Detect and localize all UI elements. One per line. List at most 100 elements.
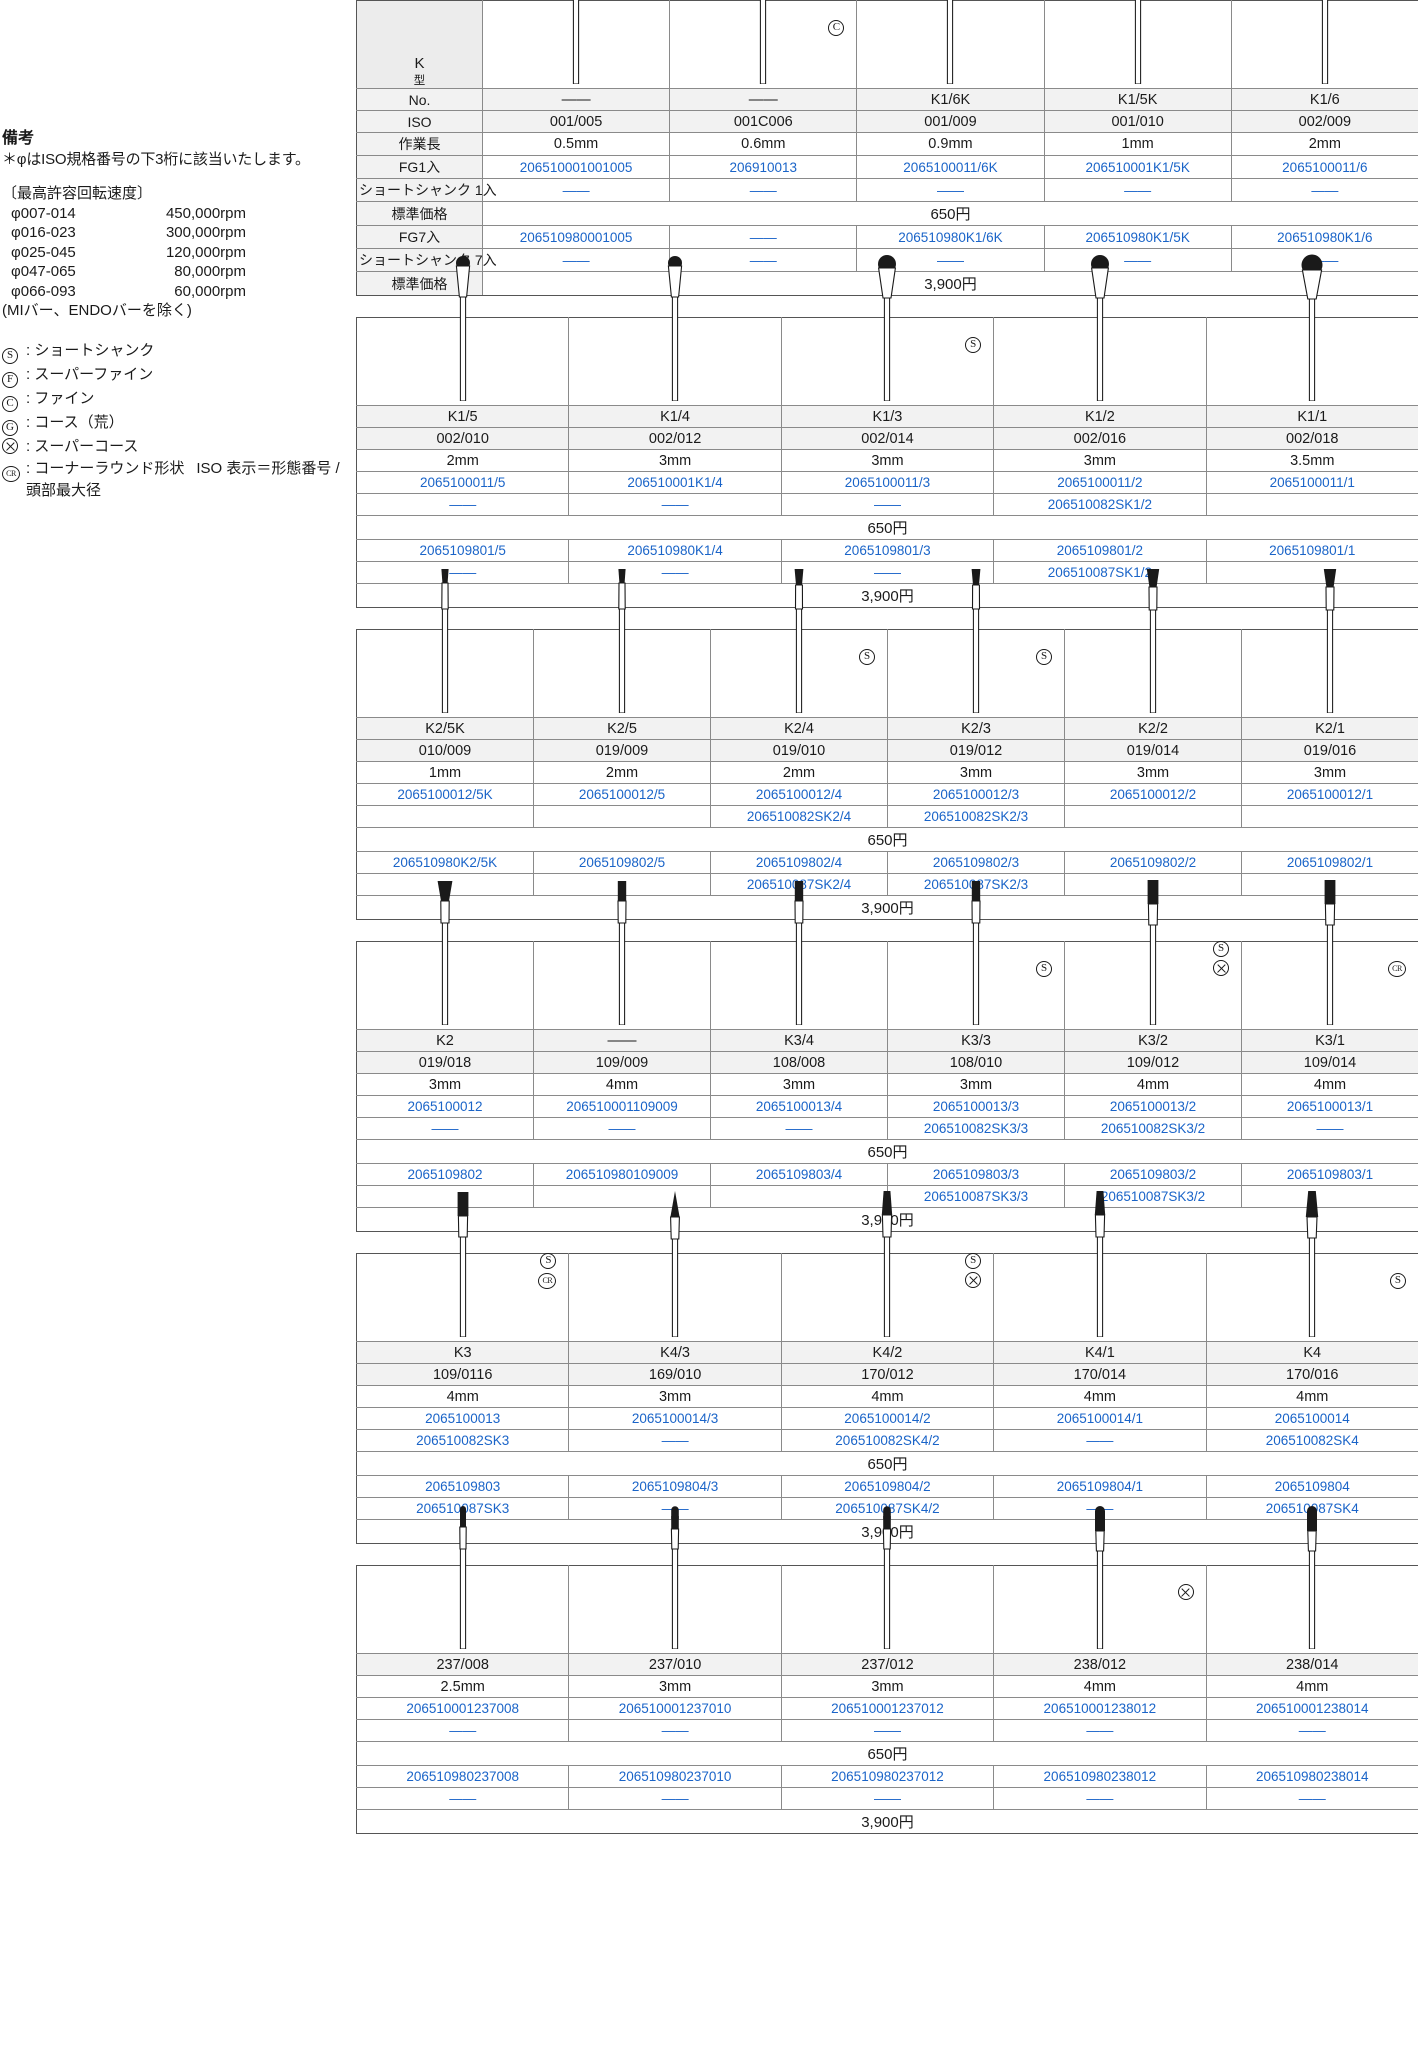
cell-no: ―― [669, 88, 858, 111]
speed-diameter: φ007-014 [11, 204, 76, 222]
bur-illustration-flat-cyl-lg [1307, 875, 1353, 1029]
legend-symbol: C [2, 388, 26, 413]
cell-no: K1/3 [780, 405, 995, 428]
k-type-letter: K [414, 55, 425, 72]
cell-fg7: ―― [669, 225, 858, 249]
bur-figure-cell [993, 1191, 1207, 1342]
price-value: 650円 [356, 1741, 1418, 1766]
bur-illustration-invcone-wide [422, 875, 468, 1029]
bur-badge [1213, 960, 1229, 977]
cell-fg7: 206510980237012 [780, 1765, 995, 1788]
row-short7: ―― ―― ―― 206510087SK1/2 [355, 561, 1418, 584]
bur-figure-cell: CR S [355, 1192, 570, 1342]
legend-item: CR: コーナーラウンド形状 ISO 表示＝形態番号 / 頭部最大径 [2, 458, 350, 502]
cell-iso: 019/014 [1064, 739, 1242, 762]
cell-fg1: 2065100011/2 [993, 471, 1207, 494]
cell-fg7: 2065109801/5 [355, 539, 570, 562]
cell-no: K1/5K [1043, 88, 1232, 111]
bur-figure: S [888, 569, 1064, 717]
cell-len: 3mm [780, 449, 995, 472]
bur-figure: S [782, 255, 993, 405]
cell-short1: ―― [856, 178, 1045, 202]
cell-no: K3/1 [1241, 1029, 1418, 1052]
cell-short1: ―― [568, 1719, 782, 1742]
cell-fg1: 206510001109009 [533, 1095, 711, 1118]
cell-fg7: 206510980K1/5K [1043, 225, 1232, 249]
cell-len: 1mm [1043, 132, 1232, 156]
short-shank-icon: S [859, 649, 875, 665]
cell-fg7: 206510980238014 [1205, 1765, 1418, 1788]
bur-figure-row [355, 1506, 1418, 1654]
cell-short7: ―― [993, 1787, 1207, 1810]
bur-illustration-taper-lg [1289, 1187, 1335, 1341]
cell-no: K1/5 [355, 405, 570, 428]
super-coarse-icon [965, 1272, 982, 1288]
legend-label: : スーパーコース [26, 438, 139, 456]
row-fg1: 2065100011/5 206510001K1/4 2065100011/3 206… [355, 471, 1418, 494]
cell-iso: 238/012 [993, 1653, 1207, 1676]
row-iso: 237/008 237/010 237/012 238/012 238/014 [355, 1653, 1418, 1676]
cell-iso: 002/009 [1230, 110, 1418, 133]
cell-len: 2.5mm [355, 1675, 570, 1698]
cell-short7: ―― [1043, 248, 1232, 272]
cell-short1: ―― [993, 1719, 1207, 1742]
row-short7: 206510087SK3/3 206510087SK3/2 [356, 1185, 1418, 1208]
row-short7: ―― ―― ―― ―― ―― [355, 1787, 1418, 1810]
row-fg1: 2065100012 206510001109009 2065100013/4 206… [356, 1095, 1418, 1118]
bur-illustration-round-lg [1077, 251, 1123, 405]
bur-figure [1207, 254, 1418, 405]
cell-no: K2/1 [1241, 717, 1418, 740]
cell-short7: ―― [481, 248, 671, 272]
row-short1: ショートシャンク 1入 ―― ―― ―― ―― ―― [356, 178, 1418, 202]
cell-iso: 019/010 [710, 739, 888, 762]
cell-short7: ―― [355, 1787, 570, 1810]
bur-illustration-taper [864, 1187, 910, 1341]
cell-iso: 170/014 [993, 1363, 1207, 1386]
bur-badge: S [859, 644, 875, 665]
cell-no: K3/3 [887, 1029, 1065, 1052]
cell-iso: 019/016 [1241, 739, 1418, 762]
cell-fg1: 2065100014 [1205, 1407, 1418, 1430]
fine-icon: C [2, 396, 18, 413]
bur-figure: C [670, 0, 856, 88]
row-fg7: 2065109803 2065109804/3 2065109804/2 206510… [355, 1475, 1418, 1498]
cell-fg1: 2065100011/6 [1230, 155, 1418, 179]
product-table: S S CR K2 ―― K3/4 K3/3 K3/2 K3/1 019/018 109/009… [356, 880, 1418, 1232]
legend-symbol [2, 436, 26, 458]
cell-iso: 109/012 [1064, 1051, 1242, 1074]
cell-short1: 206510082SK1/2 [993, 493, 1207, 516]
cell-fg1: 206510001K1/4 [568, 471, 782, 494]
cell-fg7: 206510980238012 [993, 1765, 1207, 1788]
bur-figure: S [711, 569, 887, 717]
corner-round-icon: CR [2, 466, 20, 483]
cell-fg1: 2065100013/4 [710, 1095, 888, 1118]
bur-figure-cell [355, 256, 570, 406]
bur-illustration-flat-cyl-lg [1130, 875, 1176, 1029]
row-fg7: 2065109801/5 206510980K1/4 2065109801/3 206… [355, 539, 1418, 562]
bur-badge: CR [538, 1268, 557, 1289]
cell-fg1: 2065100011/5 [355, 471, 570, 494]
bur-figure-cell: S [710, 569, 888, 718]
cell-fg7: 2065109804/3 [568, 1475, 782, 1498]
bur-figure-row: CR S S S [355, 1191, 1418, 1342]
cell-short7: ―― [780, 561, 995, 584]
bur-figure-cell [568, 1191, 782, 1342]
bur-illustration-bullet [652, 1499, 698, 1653]
bur-figure [1045, 0, 1231, 88]
cell-short7: ―― [568, 1787, 782, 1810]
fine-icon: C [828, 20, 845, 36]
bur-illustration-invcone-lg [1307, 563, 1353, 717]
cell-short1: ―― [710, 1117, 888, 1140]
bur-figure: S [888, 881, 1064, 1029]
bur-illustration-flat-cyl [599, 875, 645, 1029]
short-shank-icon: S [965, 337, 982, 353]
cell-short7: 206510087SK3/3 [887, 1185, 1065, 1208]
bur-figure-cell [481, 0, 671, 89]
cell-len: 3mm [887, 761, 1065, 784]
row-work-length: 2.5mm 3mm 3mm 4mm 4mm [355, 1675, 1418, 1698]
bur-figure-cell [1064, 569, 1242, 718]
cell-fg1: 206510001001005 [481, 155, 671, 179]
